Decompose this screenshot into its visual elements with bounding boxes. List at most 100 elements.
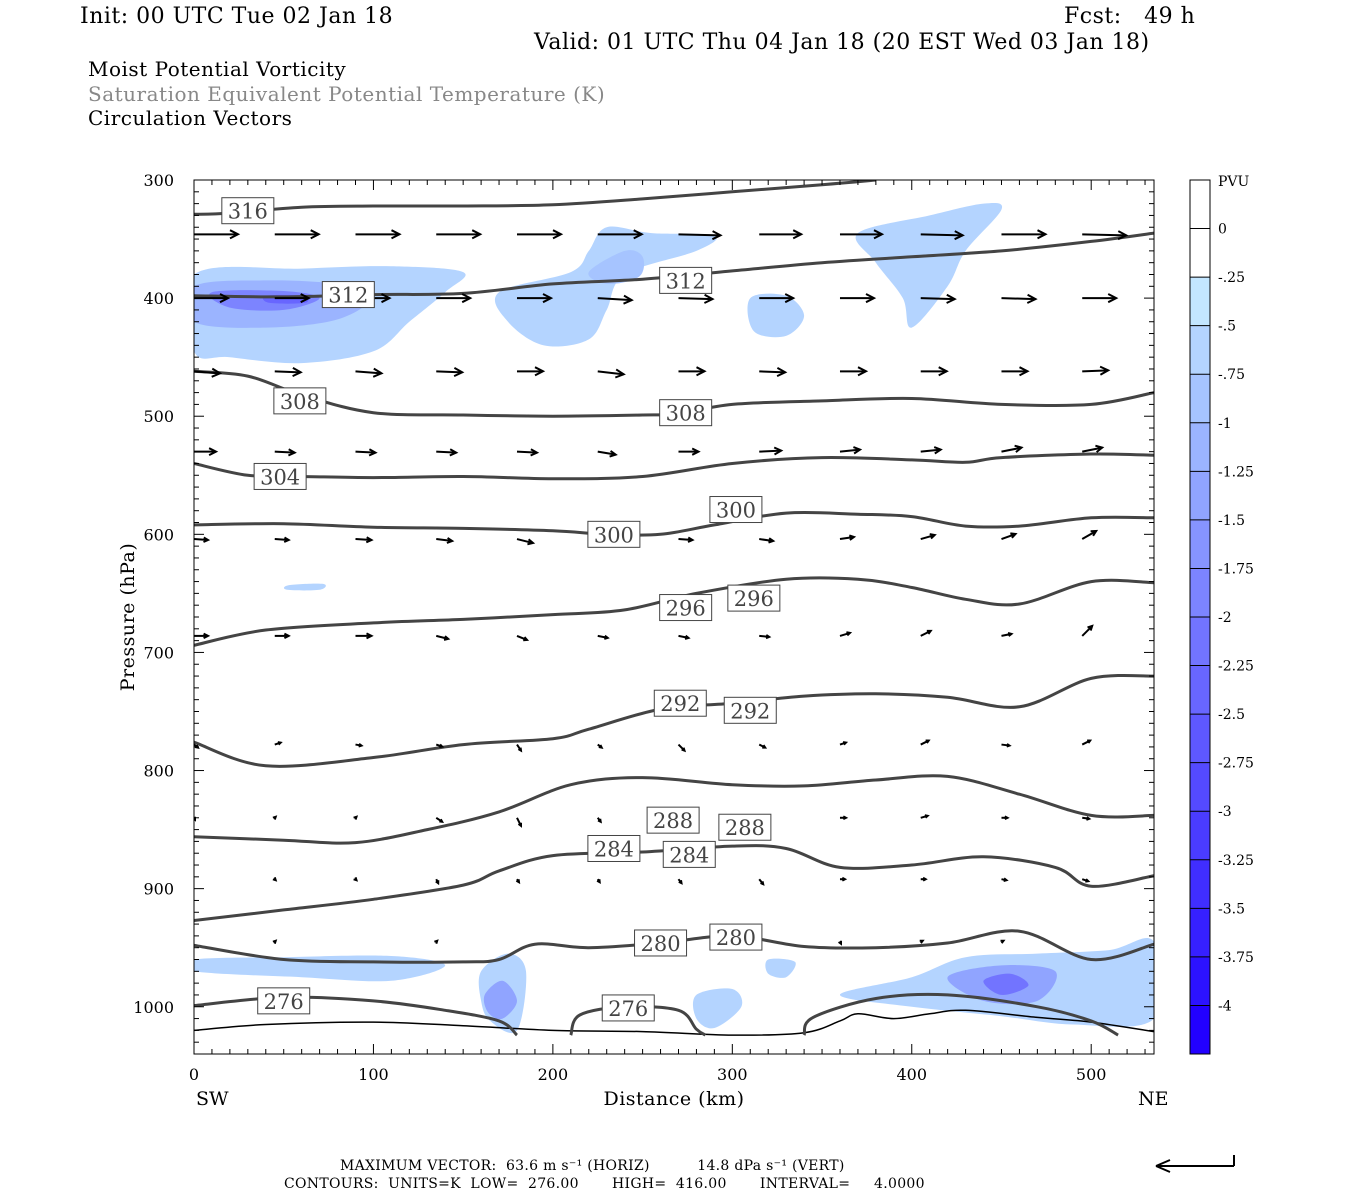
colorbar-label: -1.25 [1218,464,1254,480]
circulation-vector-head [523,636,530,642]
colorbar-label: -4 [1218,998,1232,1014]
footer-max-vector: MAXIMUM VECTOR: 63.6 m s⁻¹ (HORIZ) 14.8 … [340,1158,845,1174]
colorbar-label: -3.75 [1218,950,1254,966]
circulation-vector-head [925,739,931,744]
x-tick-label: 400 [896,1065,927,1084]
contour-label-box [257,987,311,1015]
circulation-vector [839,448,861,453]
contour-label: 292 [660,692,700,716]
circulation-vector-head [283,632,291,639]
y-tick-label: 400 [143,289,174,308]
y-tick-label: 900 [143,880,174,899]
circulation-vector-head [1086,816,1092,821]
circulation-vector-head [366,632,374,640]
colorbar-label: -2.5 [1218,707,1245,723]
theta-e-contour-276 [194,995,519,1037]
colorbar-segment [1190,471,1210,520]
circulation-vector-head [848,534,857,541]
circulation-vector-head [598,744,604,749]
y-tick-label: 700 [143,643,174,662]
circulation-vector-head [381,293,392,304]
contour-label-box [709,923,763,951]
circulation-vector-head [435,880,440,886]
circulation-vector-head [922,876,928,882]
colorbar-label: -.5 [1218,319,1236,335]
circulation-vector-head [272,877,278,882]
pv-region [588,250,645,285]
contour-label-box [659,399,713,427]
circulation-vector [1001,446,1022,453]
circulation-vector-head [1099,365,1111,376]
x-tick-label: 200 [538,1065,569,1084]
y-axis-title: Pressure (hPa) [117,543,139,692]
circulation-vector-head [439,743,445,748]
colorbar-label: -1.5 [1218,513,1245,529]
circulation-vector-head [517,822,522,828]
contour-label-box [718,813,772,841]
circulation-vector [920,448,941,453]
circulation-vector [920,233,963,237]
contour-label: 292 [730,699,770,723]
circulation-vector-head [365,536,374,544]
axis-layer: 300 400 500 600 700 800 900 1000 0 100 200 300 400 50… [133,171,1154,1084]
circulation-vector-head [1000,939,1006,944]
circulation-vector [597,370,624,376]
circulation-vector-head [310,229,321,240]
circulation-vector-head [841,876,848,882]
x-tick-label: 300 [717,1065,748,1084]
colorbar-label: -.25 [1218,270,1245,286]
contour-label: 312 [328,284,368,308]
circulation-vector-head [691,447,701,456]
circulation-vector [194,538,209,542]
circulation-vector [516,538,534,545]
y-tick-label: 300 [143,171,174,190]
circulation-vector [839,536,855,541]
circulation-vector-head [1010,532,1018,539]
contour-label-box [709,496,763,524]
field-title-mpv: Moist Potential Vorticity [88,57,347,81]
colorbar-segment [1190,277,1210,326]
contour-label: 276 [608,997,648,1021]
colorbar-segment [1190,762,1210,812]
circulation-vector-head [929,533,937,540]
circulation-vector [920,534,936,541]
circulation-vector-head [946,293,957,304]
circulation-vector-head [954,230,965,241]
pv-region [765,958,796,978]
colorbar-segment [1190,325,1210,375]
contour-label-layer: 316 312 312 308 308 304 300 300 296 296 292 292 288 2… [221,197,781,1022]
colorbar-label: -2 [1218,610,1232,626]
circulation-vector [355,370,382,375]
circulation-vector-head [287,448,297,457]
circulation-vector-head [453,367,465,378]
colorbar-segment [1190,180,1210,229]
circulation-vector-head [443,635,451,641]
colorbar-segment [1190,956,1210,1006]
colorbar-segment [1190,714,1210,763]
theta-e-contour-284 [194,844,1154,922]
x-tick-label: 100 [358,1065,389,1084]
circulation-vector [355,538,372,542]
y-tick-label: 500 [143,407,174,426]
colorbar-label: -2.25 [1218,659,1254,675]
contour-label: 300 [594,523,634,547]
circulation-vector-head [1026,293,1038,304]
circulation-vector-head [924,814,930,819]
circulation-vector-head [219,293,231,304]
theta-e-contour-276 [802,992,1119,1037]
pv-colorbar: 0 -.25 -.5 -.75 -1 -1.25 -1.5 -1.75 -2 -2.25 -2.5 -… [1189,179,1254,1055]
pv-region [692,988,743,1029]
colorbar-segment [1190,422,1210,472]
x-axis-right-end-label: NE [1138,1088,1169,1110]
circulation-vector-head [446,537,455,544]
circulation-vector [597,450,616,456]
circulation-vector [1082,446,1103,453]
terrain-line [194,1009,1154,1036]
circulation-vector-head [623,294,634,305]
contour-label: 312 [666,269,706,293]
circulation-vector [516,450,538,454]
colorbar-segment [1190,665,1210,715]
field-title-vectors: Circulation Vectors [88,106,293,130]
pv-region [983,973,1029,995]
pv-region [494,226,717,347]
